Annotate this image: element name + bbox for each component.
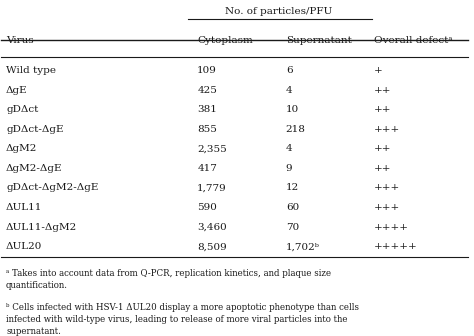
Text: 855: 855	[197, 125, 217, 134]
Text: +++: +++	[374, 183, 401, 193]
Text: ΔUL20: ΔUL20	[6, 242, 43, 251]
Text: ᵇ Cells infected with HSV-1 ΔUL20 display a more apoptotic phenotype than cells
: ᵇ Cells infected with HSV-1 ΔUL20 displa…	[6, 303, 359, 336]
Text: ΔUL11-ΔgM2: ΔUL11-ΔgM2	[6, 223, 77, 232]
Text: 70: 70	[286, 223, 299, 232]
Text: 2,355: 2,355	[197, 144, 227, 153]
Text: gDΔct-ΔgE: gDΔct-ΔgE	[6, 125, 64, 134]
Text: 4: 4	[286, 86, 292, 95]
Text: +: +	[374, 66, 383, 75]
Text: 12: 12	[286, 183, 299, 193]
Text: 6: 6	[286, 66, 292, 75]
Text: 218: 218	[286, 125, 306, 134]
Text: 109: 109	[197, 66, 217, 75]
Text: ++++: ++++	[374, 223, 410, 232]
Text: ++: ++	[374, 144, 392, 153]
Text: ++: ++	[374, 86, 392, 95]
Text: ᵃ Takes into account data from Q-PCR, replication kinetics, and plaque size
quan: ᵃ Takes into account data from Q-PCR, re…	[6, 269, 331, 290]
Text: ΔgM2: ΔgM2	[6, 144, 37, 153]
Text: Supernatant: Supernatant	[286, 36, 352, 45]
Text: 9: 9	[286, 164, 292, 173]
Text: ΔgM2-ΔgE: ΔgM2-ΔgE	[6, 164, 63, 173]
Text: Cytoplasm: Cytoplasm	[197, 36, 253, 45]
Text: 590: 590	[197, 203, 217, 212]
Text: gDΔct: gDΔct	[6, 105, 38, 114]
Text: 1,779: 1,779	[197, 183, 227, 193]
Text: 4: 4	[286, 144, 292, 153]
Text: ++: ++	[374, 105, 392, 114]
Text: 1,702ᵇ: 1,702ᵇ	[286, 242, 319, 251]
Text: +++: +++	[374, 125, 401, 134]
Text: No. of particles/PFU: No. of particles/PFU	[225, 7, 332, 16]
Text: 417: 417	[197, 164, 217, 173]
Text: Virus: Virus	[6, 36, 34, 45]
Text: +++++: +++++	[374, 242, 418, 251]
Text: 10: 10	[286, 105, 299, 114]
Text: ΔUL11: ΔUL11	[6, 203, 43, 212]
Text: ++: ++	[374, 164, 392, 173]
Text: Wild type: Wild type	[6, 66, 56, 75]
Text: 425: 425	[197, 86, 217, 95]
Text: Overall defectᵃ: Overall defectᵃ	[374, 36, 453, 45]
Text: +++: +++	[374, 203, 401, 212]
Text: 8,509: 8,509	[197, 242, 227, 251]
Text: gDΔct-ΔgM2-ΔgE: gDΔct-ΔgM2-ΔgE	[6, 183, 99, 193]
Text: 60: 60	[286, 203, 299, 212]
Text: ΔgE: ΔgE	[6, 86, 27, 95]
Text: 3,460: 3,460	[197, 223, 227, 232]
Text: 381: 381	[197, 105, 217, 114]
